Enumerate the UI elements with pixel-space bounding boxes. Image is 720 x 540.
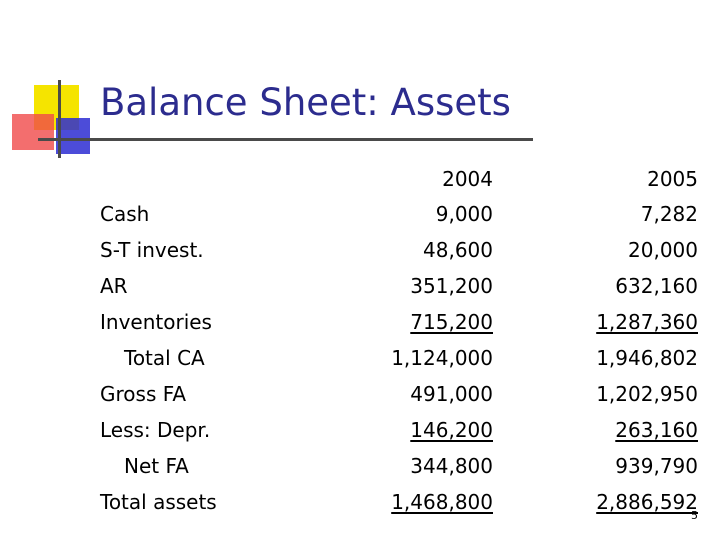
cell-value-2004: 351,200 bbox=[410, 274, 493, 298]
row-label: AR bbox=[100, 274, 128, 298]
row-label: Less: Depr. bbox=[100, 418, 211, 442]
slide-title: Balance Sheet: Assets bbox=[100, 81, 511, 124]
logo-blue-square bbox=[56, 118, 90, 154]
row-label: Cash bbox=[100, 202, 150, 226]
cell-value-2004: 146,200 bbox=[410, 418, 493, 442]
cell-value-2005: 263,160 bbox=[615, 418, 698, 442]
page-number: 5 bbox=[691, 509, 698, 522]
cell-value-2005: 20,000 bbox=[628, 238, 698, 262]
cell-value-2005: 939,790 bbox=[615, 454, 698, 478]
cell-value-2004: 9,000 bbox=[435, 202, 493, 226]
row-label: Total CA bbox=[124, 346, 205, 370]
logo-vertical-bar bbox=[58, 80, 61, 158]
cell-value-2004: 1,468,800 bbox=[391, 490, 493, 514]
column-header-2005: 2005 bbox=[647, 167, 698, 191]
cell-value-2005: 1,202,950 bbox=[596, 382, 698, 406]
logo-red-square bbox=[12, 114, 54, 150]
cell-value-2004: 344,800 bbox=[410, 454, 493, 478]
cell-value-2005: 632,160 bbox=[615, 274, 698, 298]
row-label: Inventories bbox=[100, 310, 212, 334]
cell-value-2004: 48,600 bbox=[423, 238, 493, 262]
cell-value-2004: 715,200 bbox=[410, 310, 493, 334]
row-label: Total assets bbox=[100, 490, 217, 514]
column-header-2004: 2004 bbox=[442, 167, 493, 191]
row-label: S-T invest. bbox=[100, 238, 204, 262]
cell-value-2005: 1,946,802 bbox=[596, 346, 698, 370]
cell-value-2004: 491,000 bbox=[410, 382, 493, 406]
cell-value-2005: 7,282 bbox=[640, 202, 698, 226]
cell-value-2005: 2,886,592 bbox=[596, 490, 698, 514]
row-label: Net FA bbox=[124, 454, 189, 478]
cell-value-2004: 1,124,000 bbox=[391, 346, 493, 370]
logo-yellow-square bbox=[34, 85, 79, 130]
row-label: Gross FA bbox=[100, 382, 187, 406]
cell-value-2005: 1,287,360 bbox=[596, 310, 698, 334]
title-rule bbox=[38, 138, 533, 141]
